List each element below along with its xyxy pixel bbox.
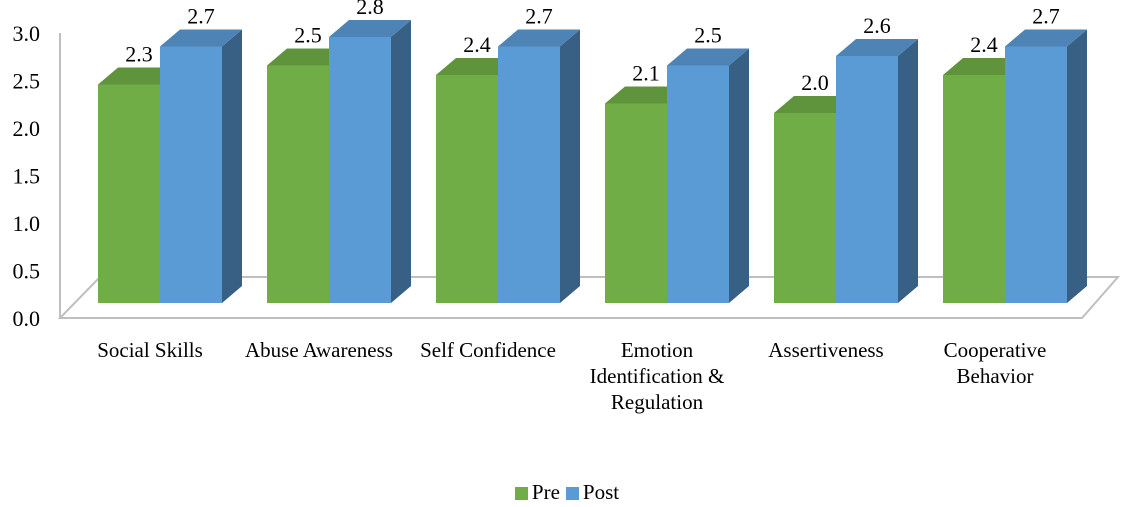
bar-top (436, 58, 518, 75)
y-tick-label: 2.5 (13, 69, 41, 94)
bar (160, 46, 222, 303)
legend-item: Post (565, 480, 620, 504)
value-label: 2.1 (632, 61, 660, 86)
bar (943, 75, 1005, 303)
legend: Pre Post (0, 480, 1134, 505)
x-tick-label: Emotion Identification & Regulation (589, 338, 725, 414)
x-tick-label: Social Skills (97, 338, 203, 362)
bar-top (774, 96, 856, 113)
bar-top (667, 48, 749, 66)
value-label: 2.7 (525, 4, 553, 29)
bar-top (498, 29, 580, 47)
value-label: 2.5 (694, 23, 722, 48)
bar (836, 56, 898, 303)
value-label: 2.5 (294, 23, 322, 48)
bar (1005, 46, 1067, 303)
bar (267, 65, 329, 303)
bar-top (98, 67, 180, 85)
bar (605, 103, 667, 303)
bar-top (836, 39, 918, 56)
bar-side (1067, 29, 1087, 303)
x-tick-label: Abuse Awareness (245, 338, 393, 362)
bar-top (329, 20, 411, 37)
value-label: 2.0 (801, 70, 829, 95)
bar-side (391, 20, 411, 303)
bar-top (267, 48, 349, 66)
bar-side (898, 39, 918, 303)
bar-side (560, 29, 580, 303)
bar-top (160, 29, 242, 47)
bar (667, 65, 729, 303)
x-tick-label: Assertiveness (768, 338, 884, 362)
x-tick-label: Self Confidence (420, 338, 556, 362)
value-label: 2.7 (1032, 4, 1060, 29)
value-label: 2.6 (863, 13, 891, 38)
x-tick-label: Cooperative Behavior (943, 338, 1047, 388)
value-label: 2.7 (187, 4, 215, 29)
legend-label: Post (582, 480, 620, 504)
bar (329, 37, 391, 303)
y-tick-label: 2.0 (13, 116, 41, 141)
y-tick-label: 0.5 (13, 259, 41, 284)
value-label: 2.3 (125, 42, 153, 67)
bar (774, 113, 836, 303)
legend-swatch (565, 487, 579, 500)
y-tick-label: 1.0 (13, 211, 41, 236)
bar (436, 75, 498, 303)
bar (498, 46, 560, 303)
y-tick-label: 3.0 (13, 21, 41, 46)
bar-top (943, 58, 1025, 75)
legend-item: Pre (514, 480, 560, 504)
bar-side (729, 48, 749, 303)
y-tick-label: 0.0 (13, 306, 41, 331)
bar-side (222, 29, 242, 303)
value-label: 2.4 (970, 32, 998, 57)
bar-top (1005, 29, 1087, 47)
bar-top (605, 86, 687, 104)
legend-swatch (514, 487, 528, 500)
value-label: 2.8 (356, 0, 384, 19)
value-label: 2.4 (463, 32, 491, 57)
floor (57, 276, 1121, 319)
y-tick-label: 1.5 (13, 164, 41, 189)
legend-label: Pre (531, 480, 560, 504)
bar (98, 84, 160, 303)
